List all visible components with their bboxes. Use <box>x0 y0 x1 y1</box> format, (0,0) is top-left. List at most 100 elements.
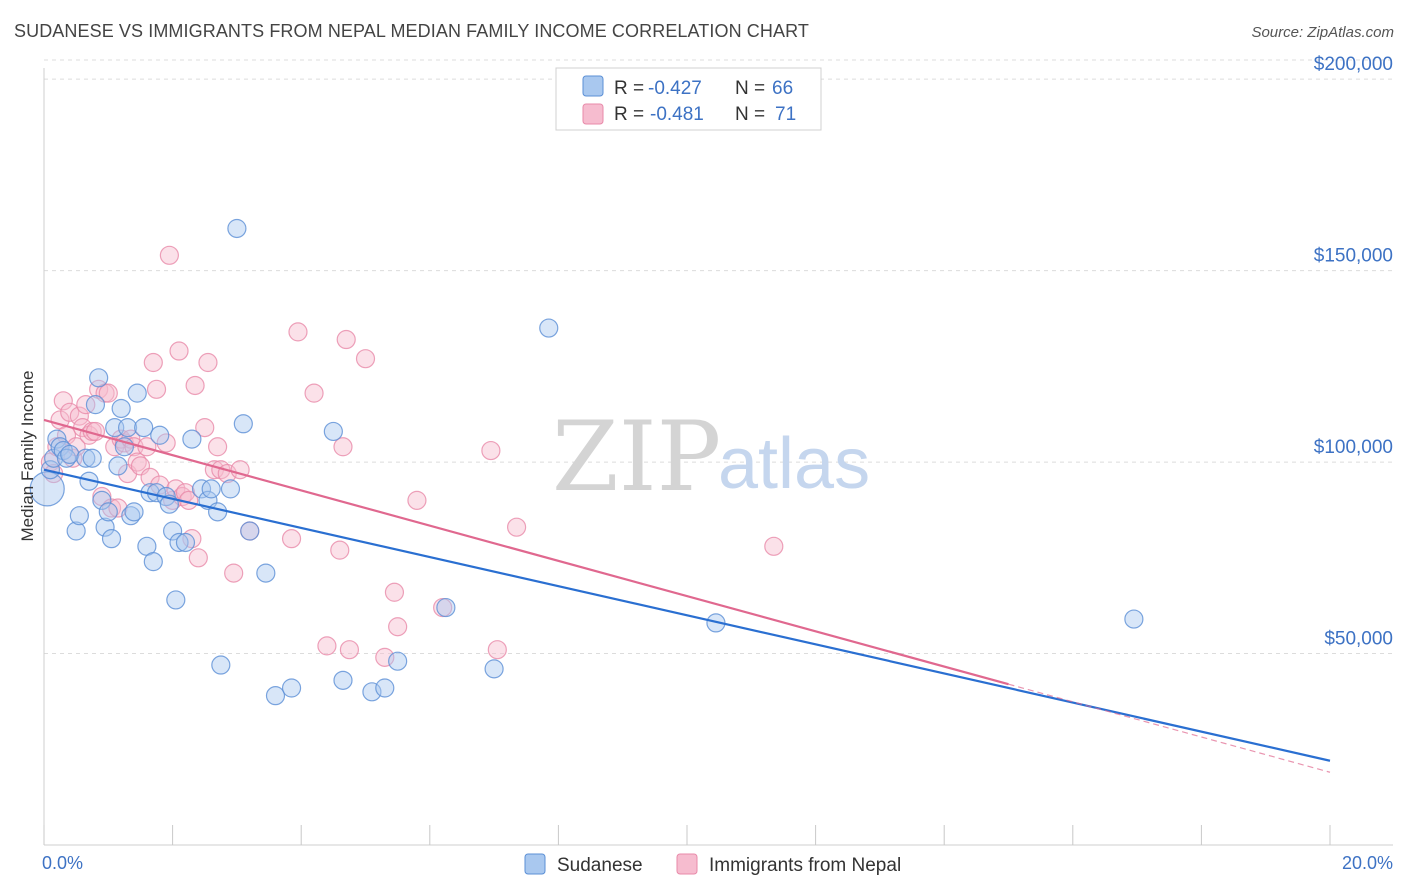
y-tick-labels: $50,000 $100,000 $150,000 $200,000 <box>1314 54 1393 649</box>
point-nepal <box>69 406 89 426</box>
point-sudanese <box>150 425 170 445</box>
point-nepal <box>224 563 244 583</box>
point-nepal <box>198 352 218 373</box>
point-nepal <box>208 437 228 457</box>
trend-line-nepal-extrapolated <box>1008 683 1331 773</box>
point-sudanese <box>166 590 186 610</box>
point-nepal <box>317 636 337 656</box>
axes <box>43 68 1393 846</box>
point-sudanese <box>66 521 86 541</box>
point-nepal <box>53 391 73 411</box>
grid-lines <box>44 59 1393 655</box>
point-sudanese <box>111 398 131 419</box>
chart-source: Source: ZipAtlas.com <box>1251 24 1394 41</box>
legend-r-value-sudanese: -0.427 <box>648 78 702 99</box>
point-sudanese <box>333 670 353 690</box>
point-sudanese <box>29 471 65 507</box>
point-nepal <box>288 322 308 342</box>
point-sudanese <box>240 521 260 541</box>
point-nepal <box>355 349 376 369</box>
legend-stats-swatch-sudanese <box>582 75 604 97</box>
point-nepal <box>143 352 163 373</box>
point-sudanese <box>227 218 247 239</box>
point-sudanese <box>69 506 89 526</box>
y-tick-label: $50,000 <box>1324 629 1393 650</box>
legend-series: Sudanese Immigrants from Nepal <box>524 853 901 876</box>
point-nepal <box>98 383 118 403</box>
point-sudanese <box>95 517 115 537</box>
point-nepal <box>195 418 215 438</box>
point-sudanese <box>175 532 196 553</box>
point-nepal <box>507 517 527 537</box>
point-sudanese <box>211 655 231 675</box>
point-nepal <box>159 245 179 265</box>
point-sudanese <box>92 490 112 510</box>
point-nepal <box>764 536 784 556</box>
point-nepal <box>330 540 350 560</box>
point-sudanese <box>375 678 395 698</box>
x-tick-max: 20.0% <box>1342 853 1393 873</box>
point-nepal <box>76 395 96 415</box>
legend-swatch-sudanese <box>524 853 546 875</box>
point-sudanese <box>76 448 96 468</box>
point-nepal <box>146 379 167 399</box>
point-nepal <box>388 617 408 637</box>
point-nepal <box>105 437 125 457</box>
point-nepal <box>304 383 324 403</box>
point-nepal <box>407 490 427 510</box>
legend-n-value-nepal: 71 <box>775 104 796 125</box>
point-sudanese <box>484 659 504 679</box>
point-sudanese <box>98 502 118 522</box>
point-sudanese <box>539 318 559 338</box>
watermark: ZIP atlas <box>552 401 870 513</box>
y-tick-label: $200,000 <box>1314 54 1393 75</box>
point-sudanese <box>134 418 154 438</box>
point-nepal <box>188 548 208 568</box>
point-sudanese <box>169 532 189 553</box>
point-sudanese <box>362 682 382 702</box>
point-nepal <box>185 375 205 396</box>
watermark-zip: ZIP <box>552 401 721 513</box>
point-sudanese <box>233 414 253 434</box>
point-nepal <box>375 647 395 667</box>
point-nepal <box>60 402 80 422</box>
point-sudanese <box>101 529 122 549</box>
point-sudanese <box>388 651 408 671</box>
point-nepal <box>333 437 353 457</box>
legend-stats: R = -0.427 N = 66 R = -0.481 N = 71 <box>555 67 822 131</box>
legend-n-value-sudanese: 66 <box>772 78 793 99</box>
y-axis-label: Median Family Income <box>18 370 37 541</box>
point-nepal <box>156 433 176 453</box>
point-nepal <box>339 640 360 660</box>
point-sudanese <box>265 686 286 706</box>
point-sudanese <box>143 552 163 572</box>
point-sudanese <box>89 368 109 388</box>
legend-stats-swatch-nepal <box>582 103 604 125</box>
point-sudanese <box>281 678 302 698</box>
point-sudanese <box>256 563 276 583</box>
point-nepal <box>481 440 501 461</box>
point-sudanese <box>182 429 202 449</box>
y-tick-label: $100,000 <box>1314 437 1393 458</box>
point-sudanese <box>191 479 212 499</box>
point-sudanese <box>208 502 228 522</box>
point-sudanese <box>127 383 147 403</box>
point-sudanese <box>323 421 343 442</box>
legend-label-sudanese: Sudanese <box>557 855 643 876</box>
legend-r-value-nepal: -0.481 <box>650 104 704 125</box>
point-sudanese <box>85 395 106 415</box>
trend-line-nepal <box>43 418 1009 686</box>
point-sudanese <box>40 460 61 480</box>
legend-n-label-nepal: N = <box>735 104 765 125</box>
point-sudanese <box>436 597 456 618</box>
trend-line-sudanese <box>43 468 1331 762</box>
legend-r-label-sudanese: R = <box>614 78 644 99</box>
point-nepal <box>281 529 302 549</box>
point-nepal <box>487 640 507 660</box>
y-tick-label: $150,000 <box>1314 246 1393 267</box>
point-nepal <box>169 341 189 361</box>
watermark-atlas: atlas <box>718 424 870 504</box>
point-nepal <box>384 582 405 602</box>
point-sudanese <box>117 418 138 438</box>
